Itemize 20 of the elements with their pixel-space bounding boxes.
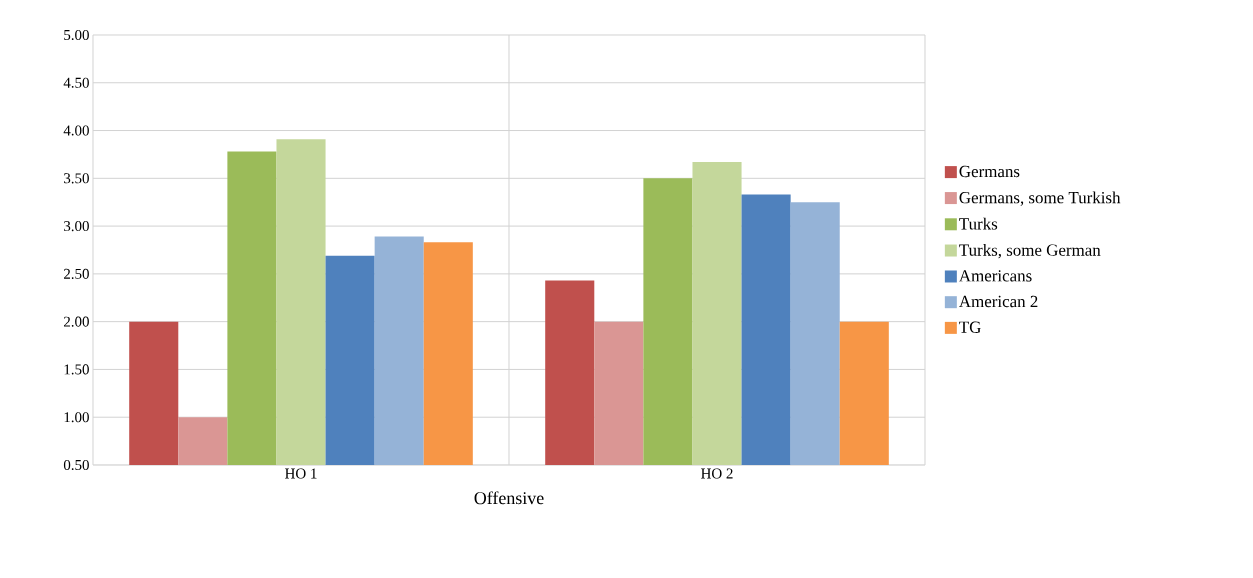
legend-label: Turks [959, 217, 998, 230]
x-tick-label: HO 2 [701, 468, 733, 479]
y-tick-label: 2.00 [64, 316, 89, 327]
legend-label: Turks, some German [959, 243, 1101, 259]
y-tick-label: 1.50 [64, 364, 89, 375]
y-tick-label: 0.50 [63, 459, 89, 471]
y-tick-label: 5.00 [64, 29, 89, 41]
legend-label: Americans [959, 270, 1032, 282]
legend-label: American 2 [959, 295, 1038, 308]
x-axis-title: Offensive [474, 491, 544, 505]
y-tick-label: 4.00 [63, 125, 89, 136]
y-tick-label: 4.50 [63, 77, 89, 88]
y-tick-label: 2.50 [64, 268, 89, 279]
y-tick-label: 3.50 [64, 173, 89, 184]
legend-label: Germans [959, 165, 1020, 178]
y-tick-label: 1.00 [64, 412, 89, 423]
x-tick-label: HO 1 [285, 468, 317, 479]
legend-label: Germans, some Turkish [959, 191, 1121, 206]
y-tick-label: 3.00 [64, 221, 89, 232]
legend-label: TG [959, 321, 981, 333]
